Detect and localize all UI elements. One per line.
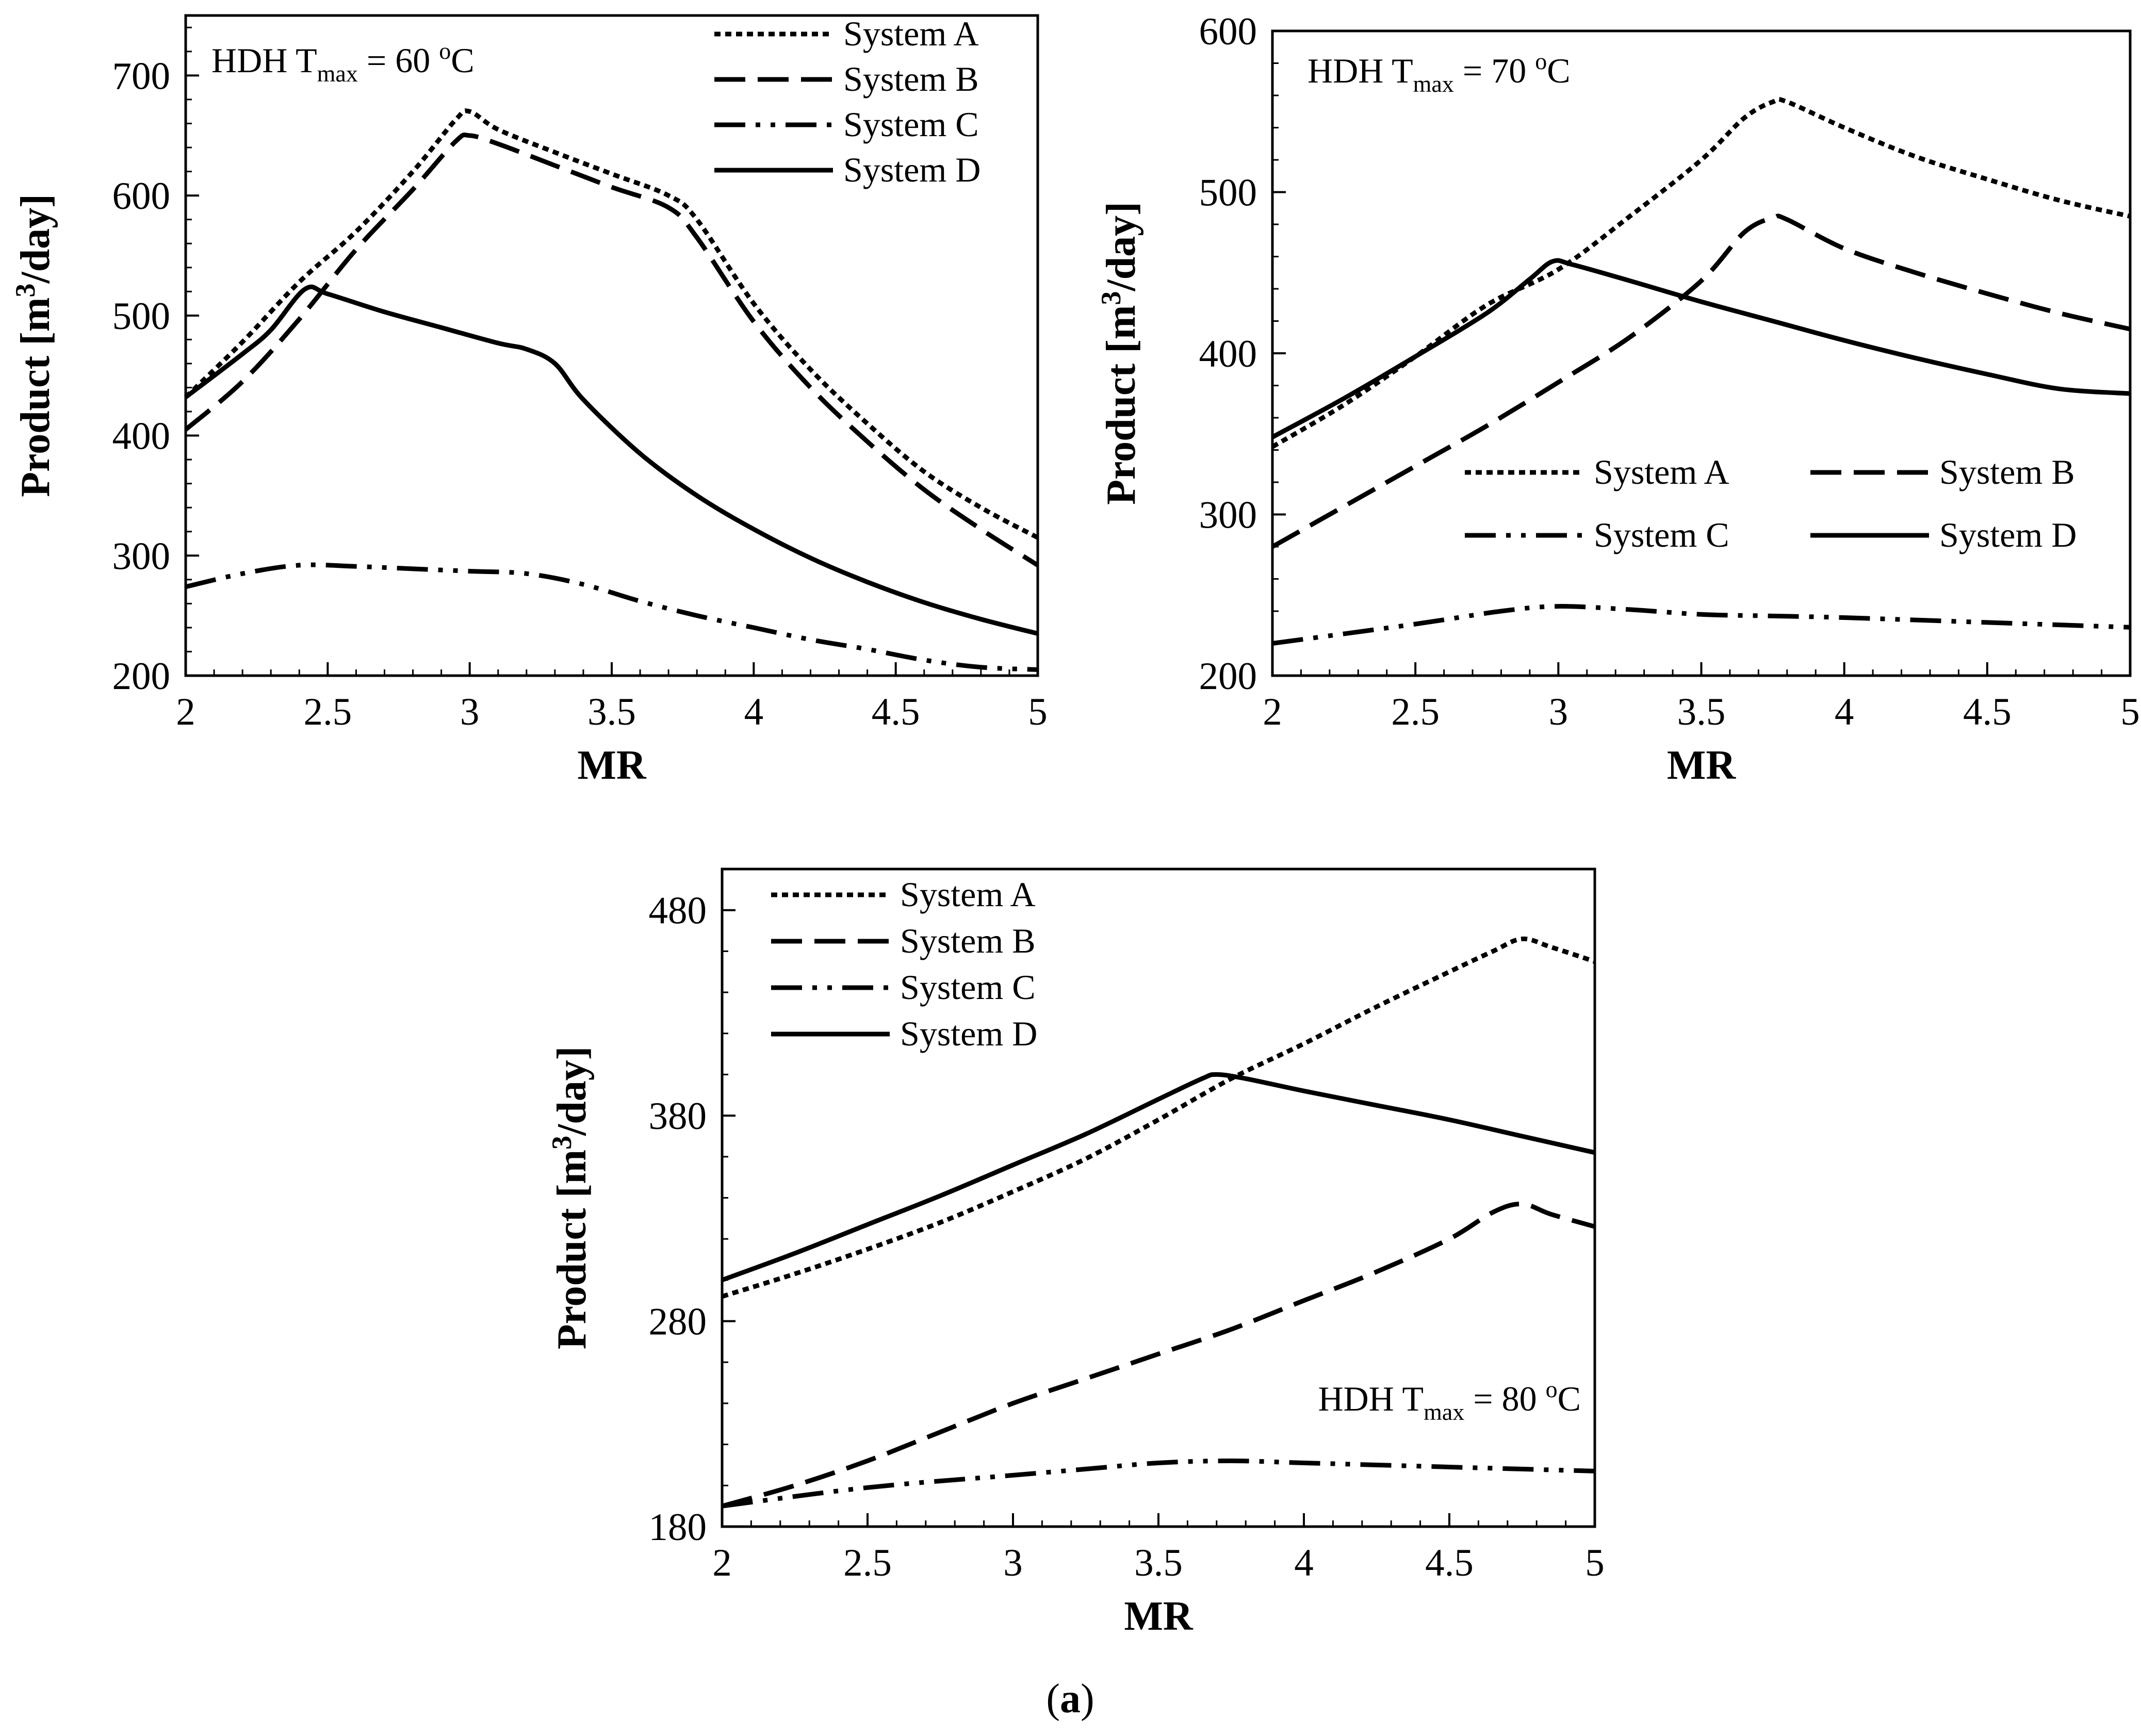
chart1-y-axis-title: Product [m3/day] (10, 194, 58, 497)
chart2-annotation: HDH Tmax = 70 oC (1308, 48, 1571, 97)
chart2-legend-label: System B (1939, 452, 2075, 492)
chart3-y-tick-label: 280 (649, 1301, 707, 1344)
chart2-x-tick-label: 4 (1835, 691, 1854, 733)
chart1-series-line-system-a (184, 108, 1039, 540)
chart2-x-tick-label: 2 (1263, 691, 1282, 733)
chart3-series-line-system-a (721, 936, 1596, 1299)
chart2-series-line-system-a (1271, 96, 2131, 449)
chart1-x-tick-label: 3 (460, 691, 480, 733)
chart3-x-tick-label: 3.5 (1134, 1542, 1183, 1584)
chart3-x-tick-label: 2.5 (843, 1542, 892, 1584)
chart3-legend-label: System B (900, 921, 1036, 960)
chart2-y-axis-title: Product [m3/day] (1096, 202, 1144, 505)
chart1-x-tick-label: 4 (744, 691, 764, 733)
chart1-legend-label: System C (843, 105, 979, 144)
chart3-legend-label: System C (900, 968, 1036, 1007)
chart1-y-tick-label: 500 (112, 295, 171, 338)
chart1-y-tick-label: 200 (112, 655, 171, 698)
chart3-y-tick-label: 480 (649, 890, 707, 932)
chart2-x-tick-label: 3 (1549, 691, 1568, 733)
chart2-minor-ticks (1271, 30, 2131, 677)
chart2-legend-label: System C (1594, 515, 1729, 554)
chart3-legend: System A System B System C System D (771, 875, 1037, 1053)
chart3-y-axis-title: Product [m3/day] (546, 1046, 595, 1350)
chart2-y-tick-label: 500 (1199, 172, 1257, 215)
chart3-legend-label: System A (900, 875, 1036, 914)
chart1-x-tick-label: 2 (176, 691, 195, 733)
chart1-x-tick-label: 2.5 (303, 691, 352, 733)
chart2-plot-frame (1271, 29, 2132, 677)
chart1-series-line-system-d (184, 284, 1039, 636)
chart2-y-tick-label: 200 (1199, 655, 1257, 698)
chart3-x-tick-label: 2 (712, 1542, 732, 1584)
chart2-x-tick-label: 3.5 (1677, 691, 1726, 733)
chart1-x-tick-label: 5 (1028, 691, 1048, 733)
chart2-legend-label: System D (1939, 515, 2077, 554)
chart2-x-tick-label: 5 (2120, 691, 2140, 733)
chart1-legend-label: System A (843, 14, 979, 53)
chart1-x-axis-title: MR (577, 743, 647, 788)
chart1-y-tick-label: 600 (112, 175, 171, 218)
chart2-x-axis-title: MR (1667, 743, 1737, 788)
chart3-y-tick-label: 380 (649, 1095, 707, 1138)
chart2-x-tick-label: 4.5 (1963, 691, 2012, 733)
chart2-x-tick-label: 2.5 (1391, 691, 1440, 733)
chart1-y-tick-label: 700 (112, 55, 171, 97)
chart2-y-tick-label: 300 (1199, 494, 1257, 537)
chart1-x-tick-label: 4.5 (872, 691, 920, 733)
chart1-annotation: HDH Tmax = 60 oC (211, 38, 475, 87)
chart3-x-tick-label: 4.5 (1425, 1542, 1474, 1584)
chart3-x-tick-label: 3 (1003, 1542, 1023, 1584)
chart3-series-line-system-d (721, 1072, 1595, 1283)
chart-panel-mr-80c: 2 2.5 3 3.5 4 4.5 5 180 280 380 480 MR Product [m3/d… (546, 867, 1605, 1639)
chart2-legend-label: System A (1594, 452, 1729, 492)
chart1-series-line-system-b (184, 133, 1039, 567)
chart3-series-line-system-c (722, 1459, 1595, 1509)
chart2-y-tick-label: 400 (1199, 333, 1257, 375)
chart2-series-line-system-d (1271, 258, 2131, 439)
chart3-y-tick-label: 180 (649, 1506, 707, 1549)
chart1-series-line-system-c (185, 562, 1038, 672)
chart1-legend: System A System B System C System D (714, 14, 980, 189)
chart3-x-axis-title: MR (1124, 1594, 1194, 1639)
chart2-y-tick-label: 600 (1199, 10, 1257, 53)
chart1-y-tick-label: 300 (112, 535, 171, 578)
chart1-x-tick-label: 3.5 (587, 691, 636, 733)
figure-caption: (a) (1046, 1676, 1094, 1722)
chart1-y-tick-label: 400 (112, 415, 171, 458)
chart3-series-line-system-b (721, 1201, 1596, 1509)
chart2-series-line-system-b (1271, 214, 2131, 549)
chart2-series-line-system-c (1272, 604, 2131, 646)
chart3-legend-label: System D (900, 1014, 1037, 1053)
chart3-plot-frame (721, 867, 1596, 1528)
chart2-legend: System A System B System C System D (1465, 452, 2077, 554)
chart3-minor-ticks (721, 868, 1596, 1528)
chart3-x-tick-label: 4 (1294, 1542, 1314, 1584)
chart1-legend-label: System B (843, 59, 979, 99)
chart3-x-tick-label: 5 (1585, 1542, 1605, 1584)
chart1-legend-label: System D (843, 150, 980, 189)
chart-panel-mr-60c: 2 2.5 3 3.5 4 4.5 5 200 300 400 500 600 700 MR Product… (10, 14, 1048, 788)
chart-panel-mr-70c: 2 2.5 3 3.5 4 4.5 5 200 300 400 500 600 MR Product [m… (1096, 10, 2140, 788)
chart3-annotation: HDH Tmax = 80 oC (1318, 1376, 1581, 1425)
